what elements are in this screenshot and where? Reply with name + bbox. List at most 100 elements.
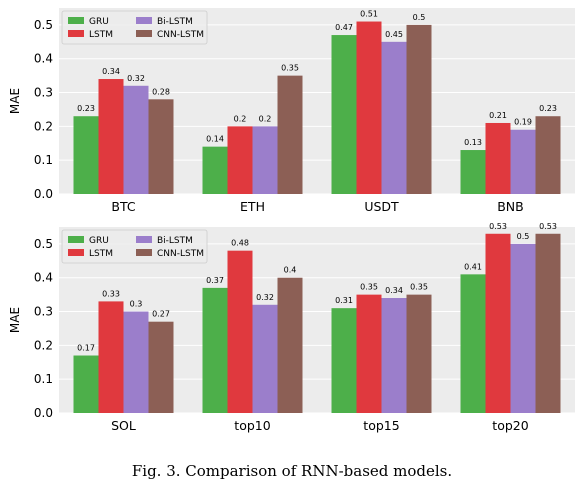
- bar-gru-sol: [73, 355, 99, 413]
- x-tick-label: top15: [363, 418, 399, 433]
- legend-label: LSTM: [89, 249, 113, 259]
- legend-swatch-cnn-lstm: [136, 249, 152, 256]
- y-axis-label: MAE: [8, 88, 22, 114]
- data-label: 0.19: [514, 118, 532, 127]
- data-label: 0.27: [152, 310, 170, 319]
- bar-bi-lstm-top20: [510, 243, 536, 413]
- data-label: 0.51: [360, 10, 378, 19]
- data-label: 0.47: [335, 23, 353, 32]
- x-tick-label: BTC: [111, 199, 135, 214]
- y-tick-label: 0.0: [34, 406, 53, 420]
- legend-swatch-gru: [68, 17, 84, 24]
- legend: [61, 10, 208, 45]
- bar-bi-lstm-top15: [381, 298, 407, 413]
- legend-swatch-cnn-lstm: [136, 30, 152, 37]
- data-label: 0.23: [77, 104, 95, 113]
- y-tick-label: 0.5: [34, 237, 53, 251]
- bar-gru-top20: [460, 274, 486, 413]
- y-tick-label: 0.1: [34, 153, 53, 167]
- y-tick-label: 0.1: [34, 372, 53, 386]
- data-label: 0.35: [360, 283, 378, 292]
- bar-lstm-bnb: [485, 122, 511, 194]
- legend-swatch-lstm: [68, 249, 84, 256]
- data-label: 0.45: [385, 30, 403, 39]
- data-label: 0.53: [539, 222, 557, 231]
- data-label: 0.32: [127, 74, 145, 83]
- data-label: 0.35: [410, 283, 428, 292]
- legend-swatch-gru: [68, 236, 84, 243]
- legend-label: Bi-LSTM: [157, 17, 193, 27]
- legend-label: CNN-LSTM: [157, 30, 204, 40]
- bar-cnn-lstm-top10: [277, 277, 303, 413]
- data-label: 0.17: [77, 344, 95, 353]
- data-label: 0.13: [464, 138, 482, 147]
- y-axis-label: MAE: [8, 307, 22, 333]
- data-label: 0.14: [206, 135, 224, 144]
- legend-label: GRU: [89, 236, 109, 246]
- data-label: 0.5: [517, 232, 530, 241]
- bar-lstm-eth: [227, 126, 253, 194]
- legend-swatch-bi-lstm: [136, 17, 152, 24]
- bar-cnn-lstm-btc: [148, 99, 174, 194]
- bar-cnn-lstm-sol: [148, 321, 174, 413]
- data-label: 0.53: [489, 222, 507, 231]
- bar-bi-lstm-btc: [123, 85, 149, 194]
- bar-lstm-usdt: [356, 21, 382, 195]
- legend-label: GRU: [89, 17, 109, 27]
- data-label: 0.5: [413, 13, 426, 22]
- y-tick-label: 0.5: [34, 18, 53, 32]
- x-tick-label: SOL: [111, 418, 136, 433]
- bar-cnn-lstm-top20: [535, 233, 561, 413]
- legend-label: CNN-LSTM: [157, 249, 204, 259]
- data-label: 0.2: [259, 114, 272, 123]
- bar-bi-lstm-bnb: [510, 129, 536, 194]
- bar-cnn-lstm-top15: [406, 294, 432, 413]
- bar-cnn-lstm-usdt: [406, 24, 432, 195]
- bar-gru-eth: [202, 146, 228, 194]
- bar-bi-lstm-eth: [252, 126, 278, 194]
- bar-lstm-top15: [356, 294, 382, 413]
- data-label: 0.41: [464, 262, 482, 271]
- data-label: 0.34: [385, 286, 403, 295]
- x-tick-label: ETH: [240, 199, 265, 214]
- bar-lstm-btc: [98, 79, 124, 194]
- data-label: 0.23: [539, 104, 557, 113]
- bar-gru-top15: [331, 308, 357, 413]
- chart-panel-1: 0.0 0.1 0.2 0.3 0.4 0.5 MAE 0.23 0.34 0.32 0.28 BTC…: [8, 8, 575, 214]
- data-label: 0.4: [284, 266, 297, 275]
- y-tick-label: 0.4: [34, 271, 53, 285]
- y-tick-label: 0.2: [34, 338, 53, 352]
- y-tick-label: 0.2: [34, 119, 53, 133]
- data-label: 0.37: [206, 276, 224, 285]
- bar-lstm-top20: [485, 233, 511, 413]
- data-label: 0.32: [256, 293, 274, 302]
- data-label: 0.33: [102, 289, 120, 298]
- bar-cnn-lstm-bnb: [535, 116, 561, 194]
- bar-gru-usdt: [331, 35, 357, 194]
- legend-label: Bi-LSTM: [157, 236, 193, 246]
- data-label: 0.2: [234, 114, 247, 123]
- y-tick-label: 0.3: [34, 305, 53, 319]
- bar-gru-bnb: [460, 150, 486, 194]
- bar-gru-top10: [202, 287, 228, 413]
- bar-bi-lstm-usdt: [381, 41, 407, 195]
- data-label: 0.48: [231, 239, 249, 248]
- bar-bi-lstm-top10: [252, 304, 278, 413]
- x-tick-label: USDT: [364, 199, 399, 214]
- y-tick-label: 0.4: [34, 52, 53, 66]
- bar-lstm-sol: [98, 301, 124, 413]
- bar-gru-btc: [73, 116, 99, 194]
- y-tick-label: 0.3: [34, 86, 53, 100]
- data-label: 0.34: [102, 67, 120, 76]
- bar-lstm-top10: [227, 250, 253, 413]
- x-tick-label: top10: [234, 418, 270, 433]
- x-tick-label: top20: [492, 418, 528, 433]
- data-label: 0.28: [152, 87, 170, 96]
- y-tick-label: 0.0: [34, 187, 53, 201]
- legend: [61, 229, 208, 264]
- bar-bi-lstm-sol: [123, 311, 149, 413]
- x-tick-label: BNB: [497, 199, 524, 214]
- data-label: 0.35: [281, 64, 299, 73]
- chart-panel-2: 0.0 0.1 0.2 0.3 0.4 0.5 MAE 0.17 0.33 0.3 0.27 SOL 0…: [8, 222, 575, 433]
